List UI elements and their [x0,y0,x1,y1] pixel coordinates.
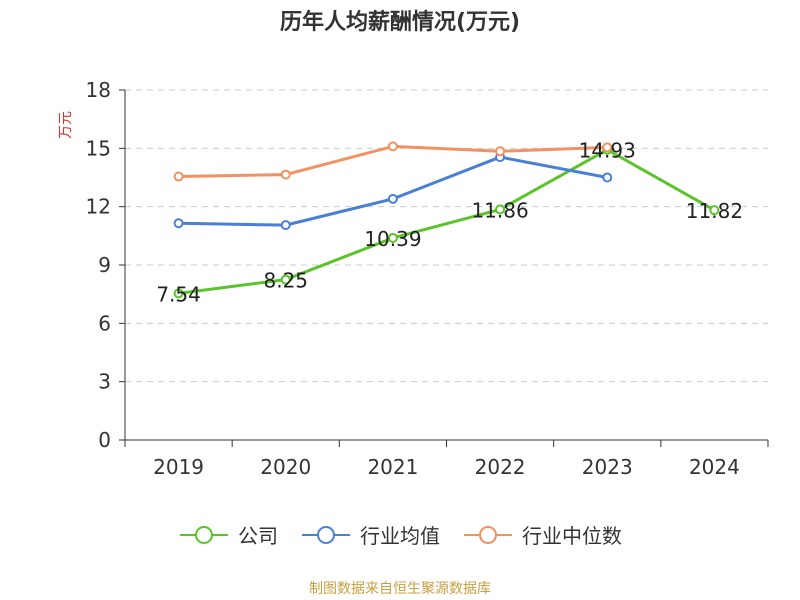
data-label: 11.82 [686,199,743,223]
x-tick-label: 2024 [689,455,740,479]
chart-legend: 公司 行业均值 行业中位数 [0,520,800,549]
data-point [387,193,398,204]
legend-line-circle-icon [302,525,350,544]
y-tick-label: 6 [98,311,111,335]
y-tick-label: 12 [86,195,111,219]
data-point [495,204,506,215]
legend-label: 公司 [238,524,278,548]
y-tick-label: 3 [98,370,111,394]
data-point [173,218,184,229]
data-label: 8.25 [263,269,308,293]
data-point [280,169,291,180]
data-point [602,142,613,153]
data-label: 14.93 [579,139,636,163]
legend-item-industry-median[interactable]: 行业中位数 [462,520,622,549]
data-point [387,232,398,243]
legend-item-industry-average[interactable]: 行业均值 [300,520,440,549]
data-point [602,172,613,183]
legend-item-company[interactable]: 公司 [178,520,278,549]
data-point [173,171,184,182]
data-point [280,220,291,231]
data-point [495,146,506,157]
legend-label: 行业中位数 [522,524,622,548]
data-label: 10.39 [364,227,421,251]
y-tick-label: 18 [86,78,111,102]
data-label: 7.54 [156,282,201,306]
legend-label: 行业均值 [360,524,440,548]
data-point [709,205,720,216]
chart-title: 历年人均薪酬情况(万元) [279,10,521,35]
data-point [280,274,291,285]
data-label: 11.86 [471,198,528,222]
legend-line-circle-icon [464,525,512,544]
x-tick-label: 2023 [582,455,633,479]
data-point [173,288,184,299]
series-line-1 [178,155,608,227]
x-tick-label: 2022 [475,455,526,479]
y-tick-label: 15 [86,136,111,160]
y-tick-label: 9 [98,253,111,277]
x-tick-label: 2020 [260,455,311,479]
y-axis-title: 万元 [58,111,74,139]
x-tick-label: 2021 [367,455,418,479]
source-note: 制图数据来自恒生聚源数据库 [309,581,491,597]
legend-line-circle-icon [180,525,228,544]
y-tick-label: 0 [98,428,111,452]
x-tick-label: 2019 [153,455,204,479]
series-line-0 [178,148,716,295]
data-point [387,141,398,152]
